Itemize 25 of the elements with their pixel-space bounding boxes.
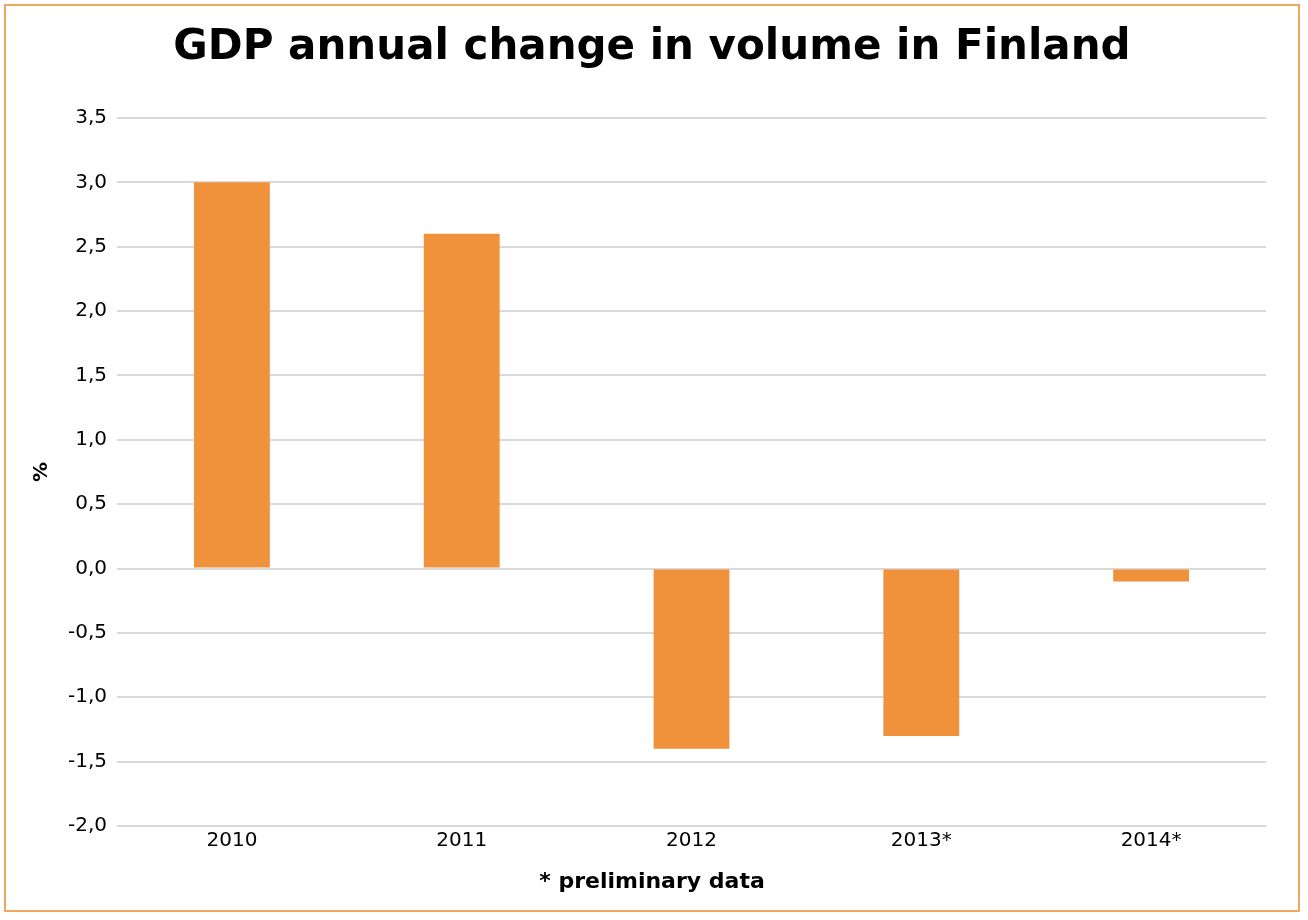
y-tick-label: -1,5 bbox=[67, 747, 108, 772]
y-tick-label: 0,0 bbox=[75, 554, 108, 579]
chart-title: GDP annual change in volume in Finland bbox=[172, 20, 1132, 69]
y-tick-label: -1,0 bbox=[67, 683, 108, 708]
y-tick-label: 3,0 bbox=[75, 168, 108, 193]
bar bbox=[883, 569, 960, 736]
y-tick-label: 0,5 bbox=[75, 490, 108, 515]
x-tick-label: 2013* bbox=[890, 827, 952, 852]
y-tick-label: 3,5 bbox=[75, 104, 108, 129]
x-tick-label: 2014* bbox=[1120, 827, 1182, 852]
y-tick-label: -0,5 bbox=[67, 619, 108, 644]
text: * preliminary data bbox=[538, 868, 766, 893]
x-tick-label: 2011 bbox=[436, 827, 488, 852]
y-tick-label: 1,0 bbox=[75, 426, 108, 451]
bar bbox=[1113, 569, 1190, 582]
y-axis-title: % bbox=[28, 461, 53, 483]
bar bbox=[653, 569, 730, 749]
y-tick-label: 1,5 bbox=[75, 361, 108, 386]
bar bbox=[194, 182, 270, 568]
bar bbox=[423, 233, 500, 568]
y-tick-label: 2,0 bbox=[75, 297, 108, 322]
x-tick-label: 2010 bbox=[206, 827, 258, 852]
x-tick-label: 2012 bbox=[666, 827, 717, 852]
y-tick-label: -2,0 bbox=[67, 812, 108, 837]
y-tick-label: 2,5 bbox=[75, 232, 108, 257]
